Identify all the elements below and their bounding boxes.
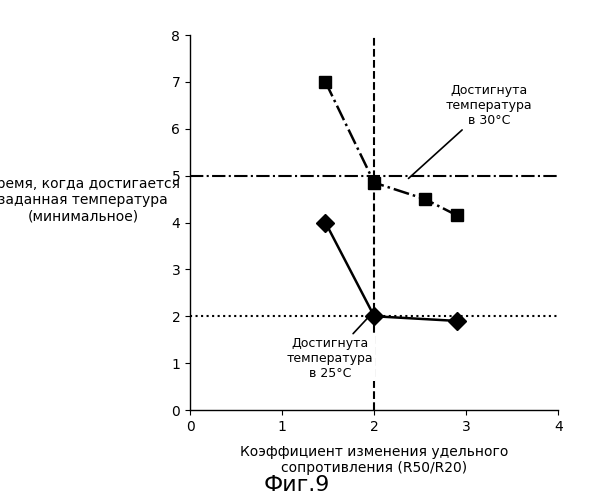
Text: Достигнута
температура
в 30°C: Достигнута температура в 30°C	[409, 84, 533, 178]
X-axis label: Коэффициент изменения удельного
сопротивления (R50/R20): Коэффициент изменения удельного сопротив…	[240, 445, 508, 475]
Text: Достигнута
температура
в 25°C: Достигнута температура в 25°C	[287, 316, 374, 380]
Text: Фиг.9: Фиг.9	[264, 475, 330, 495]
Text: Время, когда достигается
заданная температура
(минимальное): Время, когда достигается заданная темпер…	[0, 177, 179, 223]
